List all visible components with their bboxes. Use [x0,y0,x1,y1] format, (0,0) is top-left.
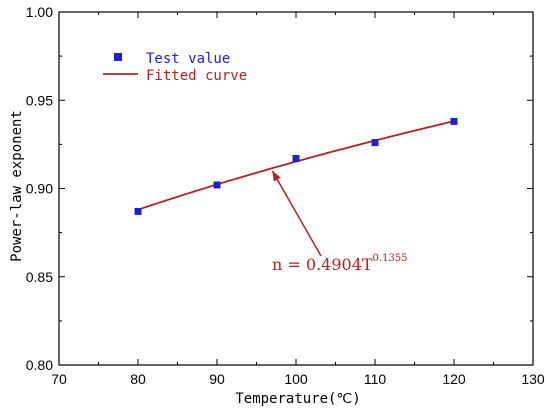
fit-equation-exponent: 0.1355 [373,253,408,264]
data-point [213,181,221,189]
annotation-arrow [271,170,322,257]
data-point [371,139,379,147]
y-tick-label: 1.00 [26,4,53,20]
plot-frame [58,11,534,366]
x-tick-labels: 70 80 90 100 110 120 130 [51,371,545,387]
x-tick-label: 80 [130,371,146,387]
fit-equation-base: n = 0.4904T [272,255,373,274]
x-tick-label: 110 [364,371,387,387]
test-value-points [134,117,458,215]
data-point [292,154,300,162]
x-axis-title: Temperature(℃) [235,391,360,407]
legend-label-fitted-curve: Fitted curve [146,68,247,84]
y-tick-labels: 0.80 0.85 0.90 0.95 1.00 [26,4,53,373]
tick-marks [58,11,534,366]
legend-label-test-value: Test value [146,51,230,67]
x-tick-label: 130 [521,371,545,387]
fitted-curve-line [137,120,455,211]
y-tick-label: 0.90 [26,181,53,197]
y-tick-label: 0.85 [26,269,53,285]
x-tick-label: 70 [51,371,67,387]
annotation-arrowhead [272,170,281,182]
data-point [134,207,142,215]
fit-equation: n = 0.4904T0.1355 [272,253,408,274]
x-tick-label: 120 [442,371,466,387]
data-point [450,117,458,125]
y-tick-label: 0.95 [26,92,53,108]
y-tick-label: 0.80 [26,357,53,373]
x-tick-label: 90 [209,371,225,387]
y-axis-title: Power-law exponent [9,110,25,262]
x-tick-label: 100 [284,371,308,387]
legend: Test value Fitted curve [103,51,247,84]
legend-marker-test-value [114,53,122,61]
